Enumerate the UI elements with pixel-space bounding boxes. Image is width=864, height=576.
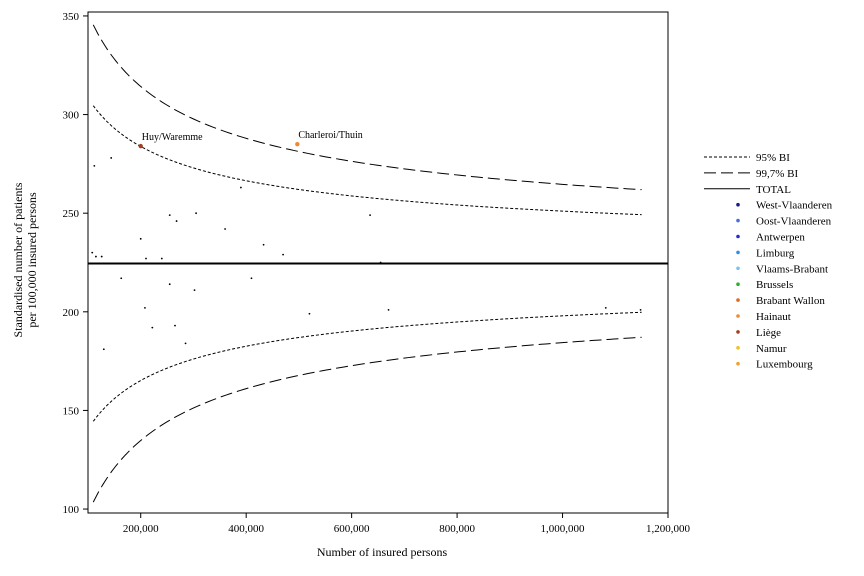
legend-region-label: Hainaut	[756, 311, 791, 323]
legend-ci95-label: 95% BI	[756, 152, 790, 164]
point-label: Huy/Waremme	[142, 132, 203, 143]
data-point	[160, 257, 163, 260]
data-point	[240, 186, 242, 189]
legend-region-label: Brussels	[756, 279, 793, 291]
y-tick-label: 300	[63, 110, 80, 122]
data-point	[262, 243, 265, 246]
x-axis-label: Number of insured persons	[317, 545, 448, 559]
data-point	[139, 237, 142, 240]
data-point	[144, 306, 146, 309]
x-tick-label: 1,200,000	[646, 523, 691, 535]
legend-region-label: Luxembourg	[756, 359, 813, 371]
ci997-lower-line	[92, 336, 642, 503]
data-point	[295, 141, 300, 147]
legend-region-label: Antwerpen	[756, 232, 805, 244]
data-point	[184, 342, 187, 345]
legend-region-marker	[736, 234, 740, 239]
x-tick-label: 1,000,000	[541, 523, 586, 535]
legend-region-marker	[736, 314, 740, 318]
legend-region-marker	[736, 330, 740, 334]
data-point	[138, 143, 143, 149]
legend-region-label: Brabant Wallon	[756, 295, 825, 307]
data-point	[193, 289, 196, 292]
point-label: Charleroi/Thuin	[298, 130, 362, 141]
data-point	[168, 214, 171, 217]
legend-total-label: TOTAL	[756, 184, 791, 196]
x-tick-label: 800,000	[439, 523, 475, 535]
plot-layer: Huy/Waremme Charleroi/Thuin	[88, 24, 668, 503]
data-point	[195, 212, 197, 215]
data-point	[102, 348, 105, 351]
legend-region-label: Limburg	[756, 247, 795, 259]
data-point	[224, 228, 226, 230]
y-tick-label: 100	[63, 504, 80, 516]
y-tick-label: 200	[63, 307, 80, 319]
data-point	[250, 277, 253, 280]
legend-region-label: Vlaams-Brabant	[756, 263, 828, 275]
y-axis-label-line1: Standardised number of patients	[11, 182, 25, 337]
data-point	[369, 214, 371, 217]
x-tick-label: 600,000	[334, 523, 370, 535]
data-point	[95, 255, 97, 258]
ci95-lower-line	[92, 311, 642, 422]
legend-region-label: Liège	[756, 327, 781, 339]
y-tick-label: 250	[63, 208, 80, 220]
x-tick-label: 400,000	[228, 523, 264, 535]
y-tick-label: 350	[63, 11, 80, 23]
data-point	[282, 253, 284, 256]
legend-region-marker	[736, 346, 740, 350]
legend-region-marker	[736, 361, 740, 366]
legend-region-label: Oost-Vlaanderen	[756, 216, 832, 228]
data-point	[168, 283, 171, 286]
data-point	[151, 326, 154, 329]
legend-region-marker	[736, 298, 740, 302]
data-point	[91, 251, 94, 254]
data-point	[379, 261, 382, 264]
y-axis-label-line2: per 100,000 insured persons	[25, 192, 39, 328]
axes-layer: 200,000 400,000 600,000 800,000 1,000,000 1,2…	[63, 11, 691, 535]
legend-region-marker	[736, 282, 740, 287]
data-point	[174, 324, 176, 327]
ci95-upper-line	[92, 105, 642, 216]
legend-region-label: West-Vlaanderen	[756, 200, 833, 212]
data-point	[639, 308, 642, 311]
legend-region-marker	[736, 202, 740, 207]
data-point	[308, 312, 311, 315]
legend-region-marker	[736, 218, 740, 223]
data-point	[120, 277, 123, 280]
y-tick-label: 150	[63, 405, 80, 417]
legend-region-label: Namur	[756, 343, 787, 355]
data-point	[100, 255, 103, 258]
x-tick-label: 200,000	[123, 523, 159, 535]
legend-region-marker	[736, 266, 740, 271]
data-point	[387, 308, 390, 311]
data-point	[110, 157, 113, 159]
data-point	[604, 306, 607, 309]
legend: 95% BI 99,7% BI TOTAL West-Vlaanderen Oost-V…	[704, 152, 833, 371]
data-point	[93, 164, 96, 167]
data-point	[175, 220, 178, 222]
ci997-upper-line	[92, 24, 642, 191]
legend-ci997-label: 99,7% BI	[756, 168, 799, 180]
legend-region-marker	[736, 250, 740, 255]
data-point	[145, 257, 147, 260]
